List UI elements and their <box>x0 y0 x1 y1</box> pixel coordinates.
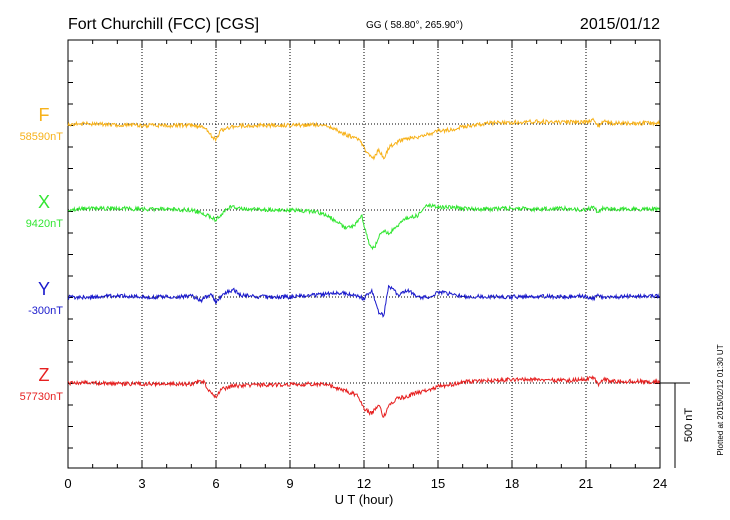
x-tick-label-3: 3 <box>138 476 145 491</box>
series-labels: F 58590nT X 9420nT Y -300nT Z 57730nT <box>20 105 64 403</box>
series-baseline-label-Z: 57730nT <box>20 391 64 403</box>
chart-title: Fort Churchill (FCC) [CGS] <box>68 16 259 33</box>
x-tick-label-21: 21 <box>579 476 593 491</box>
series-line-X <box>68 202 660 251</box>
data-series <box>67 117 660 418</box>
chart-date: 2015/01/12 <box>580 16 660 33</box>
x-tick-label-18: 18 <box>505 476 519 491</box>
series-baseline-label-F: 58590nT <box>20 131 64 143</box>
series-name-X: X <box>38 192 50 212</box>
x-tick-label-12: 12 <box>357 476 371 491</box>
x-tick-label-0: 0 <box>64 476 71 491</box>
series-line-F <box>67 117 660 161</box>
x-tick-label-9: 9 <box>286 476 293 491</box>
x-axis-label: U T (hour) <box>335 492 394 507</box>
x-tick-label-24: 24 <box>653 476 667 491</box>
series-name-Z: Z <box>39 365 50 385</box>
scale-bar-label: 500 nT <box>683 408 695 443</box>
x-tick-labels: 0 3 6 9 12 15 18 21 24 <box>64 476 667 491</box>
vertical-gridlines <box>141 40 587 468</box>
series-name-Y: Y <box>38 279 50 299</box>
series-line-Y <box>67 284 660 318</box>
x-tick-label-6: 6 <box>212 476 219 491</box>
series-name-F: F <box>39 105 50 125</box>
series-baseline-label-X: 9420nT <box>26 218 64 230</box>
plotted-timestamp: Plotted at 2015/02/12 01:30 UT <box>716 344 725 455</box>
series-line-Z <box>67 375 660 418</box>
station-coordinates: GG ( 58.80°, 265.90°) <box>366 20 463 31</box>
x-tick-label-15: 15 <box>431 476 445 491</box>
series-baseline-label-Y: -300nT <box>28 305 63 317</box>
